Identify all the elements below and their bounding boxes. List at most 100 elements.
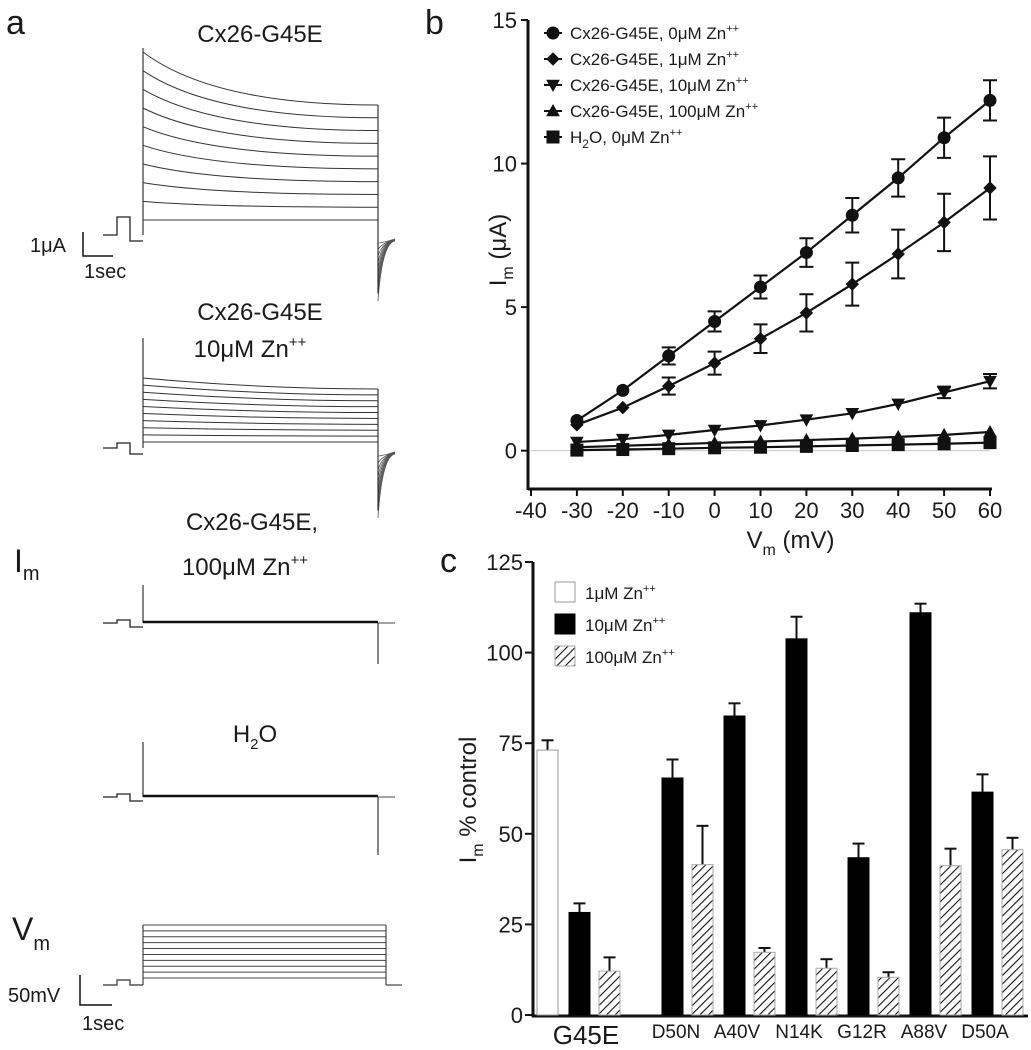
series-diamond xyxy=(570,155,997,432)
marker-triangle-down xyxy=(983,375,997,389)
sweep xyxy=(142,434,379,437)
legend-label: Cx26-G45E, 10μM Zn++ xyxy=(570,75,749,95)
voltage-scale-bar xyxy=(79,975,112,1006)
marker-square xyxy=(983,436,997,450)
marker-circle xyxy=(937,131,951,145)
sweep xyxy=(142,126,379,157)
bar xyxy=(909,612,932,1016)
bar xyxy=(847,857,870,1016)
series-line xyxy=(576,187,991,426)
legend-item: Cx26-G45E, 1μM Zn++ xyxy=(544,49,739,69)
bar xyxy=(691,864,714,1016)
marker-square xyxy=(937,437,951,451)
legend-swatch xyxy=(554,645,576,667)
marker-triangle-down xyxy=(891,398,906,411)
bar xyxy=(753,951,776,1016)
x-tick-label: -10 xyxy=(653,498,685,523)
panel-a: a Cx26-G45E Cx26-G45E 10μM Zn++ Cx26-G45… xyxy=(6,4,402,1035)
marker-diamond xyxy=(937,215,951,230)
sweep xyxy=(142,107,379,144)
marker-diamond xyxy=(616,400,630,415)
tail-current xyxy=(377,240,396,302)
y-tick-label: 50 xyxy=(499,822,523,847)
bar xyxy=(661,777,684,1016)
bar-group-g45e: G45E xyxy=(536,739,621,1050)
sweep xyxy=(142,427,379,431)
legend-item: Cx26-G45E, 100μM Zn++ xyxy=(544,101,758,121)
bar xyxy=(971,791,994,1016)
sweep xyxy=(142,384,379,396)
y-axis-label: Im % control xyxy=(455,737,487,864)
category-label: D50A xyxy=(961,1022,1009,1043)
sweep xyxy=(142,377,379,390)
bar-group-d50n: D50N xyxy=(652,758,714,1043)
marker-square xyxy=(891,438,905,452)
sweep xyxy=(142,163,379,183)
sweep xyxy=(142,420,379,425)
x-tick-label: 50 xyxy=(932,498,956,523)
bar xyxy=(568,911,591,1016)
marker-triangle-down xyxy=(845,408,860,421)
marker-diamond xyxy=(845,277,860,291)
trace-4-title: H2O xyxy=(233,721,277,753)
category-label: D50N xyxy=(652,1022,701,1043)
legend-item: 100μM Zn++ xyxy=(554,645,675,667)
marker-triangle-down xyxy=(707,424,722,438)
x-tick-label: 0 xyxy=(708,498,720,523)
bar xyxy=(877,976,900,1016)
legend-item: 10μM Zn++ xyxy=(554,613,665,635)
marker-square xyxy=(616,443,630,457)
bar-group-n14k: N14K xyxy=(775,615,838,1043)
sweep xyxy=(142,405,379,414)
y-tick-label: 75 xyxy=(499,731,523,756)
y-tick-label: 5 xyxy=(505,295,517,320)
bar xyxy=(785,638,808,1016)
marker-square xyxy=(754,440,767,454)
series-triangle-down xyxy=(570,373,997,450)
sweep xyxy=(142,413,379,419)
prepulse-trace xyxy=(103,442,143,455)
legend-label: 10μM Zn++ xyxy=(585,615,665,635)
current-scale-bar xyxy=(82,232,113,257)
sweep xyxy=(142,70,379,119)
bar xyxy=(723,715,746,1016)
marker-diamond xyxy=(753,331,768,346)
trace-3-title-line2: 100μM Zn++ xyxy=(182,552,308,581)
x-tick-label: 10 xyxy=(748,498,772,523)
series-line xyxy=(576,441,991,452)
series-line xyxy=(576,430,991,449)
x-tick-label: -30 xyxy=(561,498,593,523)
marker-triangle-down xyxy=(937,387,951,400)
category-label: G45E xyxy=(553,1020,620,1050)
legend-swatch xyxy=(554,581,576,603)
bar-group-d50a: D50A xyxy=(961,773,1024,1043)
bar xyxy=(598,970,621,1016)
current-trace-3 xyxy=(103,585,395,664)
marker-circle xyxy=(708,314,722,328)
sweep xyxy=(142,51,379,106)
y-axis-label: Im (μA) xyxy=(485,214,517,287)
marker-triangle-down xyxy=(753,420,768,433)
marker-circle xyxy=(616,383,630,397)
trace-3-title-line1: Cx26-G45E, xyxy=(186,509,318,536)
bar-group-a88v: A88V xyxy=(901,602,962,1043)
series-line xyxy=(576,99,991,422)
legend-label: 100μM Zn++ xyxy=(585,647,675,667)
marker-circle xyxy=(662,349,676,363)
marker-circle xyxy=(754,280,767,294)
y-tick-label: 0 xyxy=(511,1003,523,1028)
x-tick-label: 40 xyxy=(886,498,910,523)
sweep xyxy=(142,182,379,195)
marker-circle xyxy=(845,208,859,222)
y-tick-label: 10 xyxy=(493,152,517,177)
legend-label: Cx26-G45E, 1μM Zn++ xyxy=(570,49,739,69)
trace-2-title-line1: Cx26-G45E xyxy=(197,299,322,326)
category-label: A40V xyxy=(714,1022,761,1043)
bar xyxy=(939,865,962,1016)
sweep xyxy=(142,398,379,408)
marker-circle xyxy=(891,171,905,185)
bar-group-a40v: A40V xyxy=(714,702,776,1043)
legend-label: Cx26-G45E, 0μM Zn++ xyxy=(570,23,739,43)
marker-triangle-down xyxy=(799,414,814,427)
marker-circle xyxy=(983,93,997,107)
